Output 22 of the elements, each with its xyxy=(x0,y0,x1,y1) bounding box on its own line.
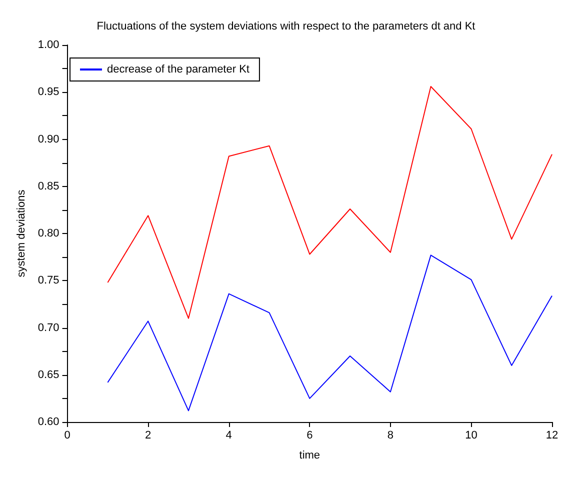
x-tick-label: 0 xyxy=(64,430,70,442)
x-tick-label: 8 xyxy=(387,430,394,442)
line-series xyxy=(107,254,552,412)
y-tick-label: 0.90 xyxy=(38,133,60,146)
y-tick-label: 0.60 xyxy=(38,416,60,428)
x-tick-label: 12 xyxy=(546,430,558,442)
y-tick-label: 0.70 xyxy=(38,322,60,334)
y-tick-label: 0.85 xyxy=(38,180,60,192)
x-tick-label: 6 xyxy=(306,430,313,442)
x-tick-label: 2 xyxy=(145,430,152,442)
y-axis-title: system deviations xyxy=(16,189,28,278)
y-tick-label: 0.80 xyxy=(38,228,60,240)
line-series xyxy=(107,86,552,319)
x-tick-label: 4 xyxy=(226,430,232,442)
y-tick-label: 1.00 xyxy=(38,39,60,51)
x-tick-label: 10 xyxy=(465,430,478,442)
chart-title: Fluctuations of the system deviations with respect to the parameters dt and Kt xyxy=(96,20,476,32)
y-tick-label: 0.75 xyxy=(38,274,60,287)
y-tick-label: 0.95 xyxy=(38,86,60,98)
y-tick-label: 0.65 xyxy=(38,368,60,381)
legend-label: decrease of the parameter Kt xyxy=(107,64,250,76)
x-axis-title: time xyxy=(299,450,320,462)
